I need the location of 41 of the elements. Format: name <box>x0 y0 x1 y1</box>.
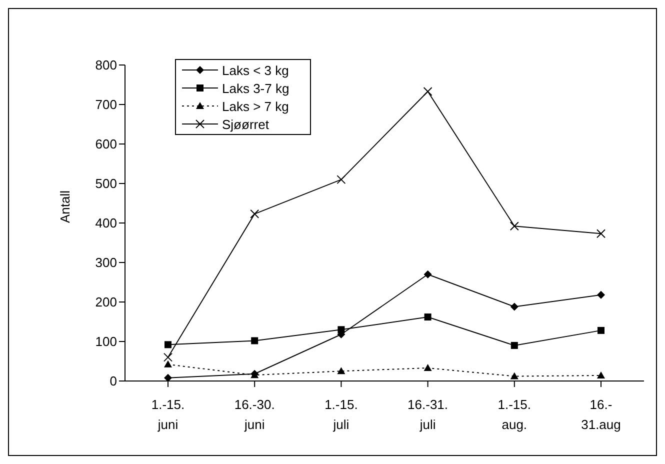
legend-label: Sjøørret <box>222 116 269 132</box>
y-tick-label: 300 <box>95 255 117 270</box>
legend-label: Laks > 7 kg <box>222 98 289 114</box>
y-tick-label: 100 <box>95 334 117 350</box>
point <box>510 222 519 231</box>
x-tick-label: 16.-31. juli <box>408 397 448 432</box>
legend-label: Laks 3-7 kg <box>222 80 290 96</box>
point <box>164 352 172 362</box>
point <box>596 229 606 238</box>
point <box>424 314 432 321</box>
point <box>164 341 172 348</box>
x-tick-label: 1.-15. aug. <box>498 397 532 432</box>
x-tick-label: 1.-15. juli <box>324 397 358 432</box>
y-tick-label: 0 <box>110 374 117 389</box>
point <box>251 337 258 344</box>
point <box>598 326 604 334</box>
x-tick-label: 1.-15. juni <box>151 397 185 432</box>
y-tick-label: 400 <box>95 216 117 231</box>
point <box>510 342 518 349</box>
y-tick-label: 700 <box>95 97 117 112</box>
point <box>337 367 346 374</box>
point <box>164 374 172 381</box>
y-tick-label: 600 <box>95 136 117 152</box>
y-axis-title: Antall <box>58 190 73 223</box>
legend-label: Laks < 3 kg <box>222 62 289 78</box>
point <box>164 360 172 368</box>
x-tick-label: 16.- 31.aug <box>581 397 621 432</box>
y-tick-label: 200 <box>95 294 117 310</box>
x-tick-label: 16.-30. juni <box>234 397 275 432</box>
point <box>336 175 346 184</box>
point <box>338 326 345 334</box>
point <box>510 302 518 311</box>
point <box>424 270 432 278</box>
point <box>597 371 605 378</box>
point <box>423 86 432 96</box>
point <box>250 209 260 218</box>
point <box>510 372 518 380</box>
point <box>424 364 432 371</box>
y-tick-label: 800 <box>95 58 117 73</box>
y-tick-label: 500 <box>95 176 117 192</box>
point <box>597 290 605 299</box>
